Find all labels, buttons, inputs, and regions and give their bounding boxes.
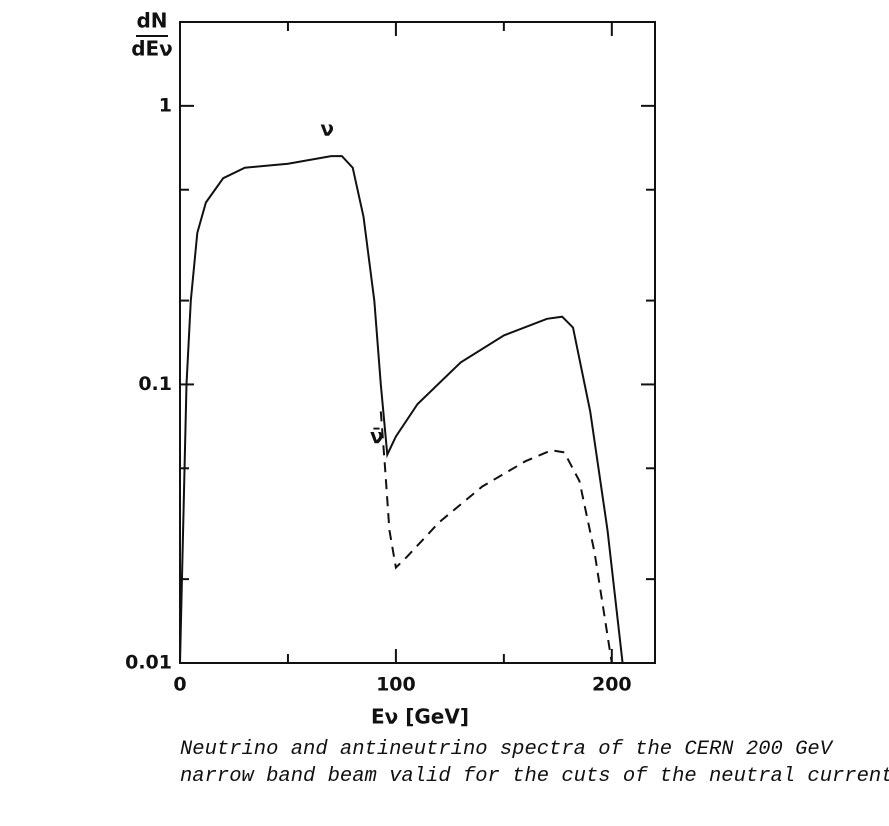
series-line xyxy=(379,411,613,664)
y-tick-label: 1 xyxy=(159,94,172,116)
series-label: ν xyxy=(320,117,334,141)
caption-line: narrow band beam valid for the cuts of t… xyxy=(180,765,889,788)
y-label-top: dN xyxy=(136,9,167,33)
y-label-bottom: dEν xyxy=(131,37,173,61)
y-tick-label: 0.1 xyxy=(138,373,172,395)
caption-line: Neutrino and antineutrino spectra of the… xyxy=(180,738,834,761)
series-line xyxy=(179,155,624,664)
series-label: ν̄ xyxy=(370,424,384,448)
x-tick-label: 100 xyxy=(376,674,416,696)
x-tick-label: 0 xyxy=(173,674,186,696)
x-label: Eν [GeV] xyxy=(371,705,469,729)
plot-frame xyxy=(179,21,656,664)
y-tick-label: 0.01 xyxy=(125,652,172,674)
x-tick-label: 200 xyxy=(592,674,632,696)
